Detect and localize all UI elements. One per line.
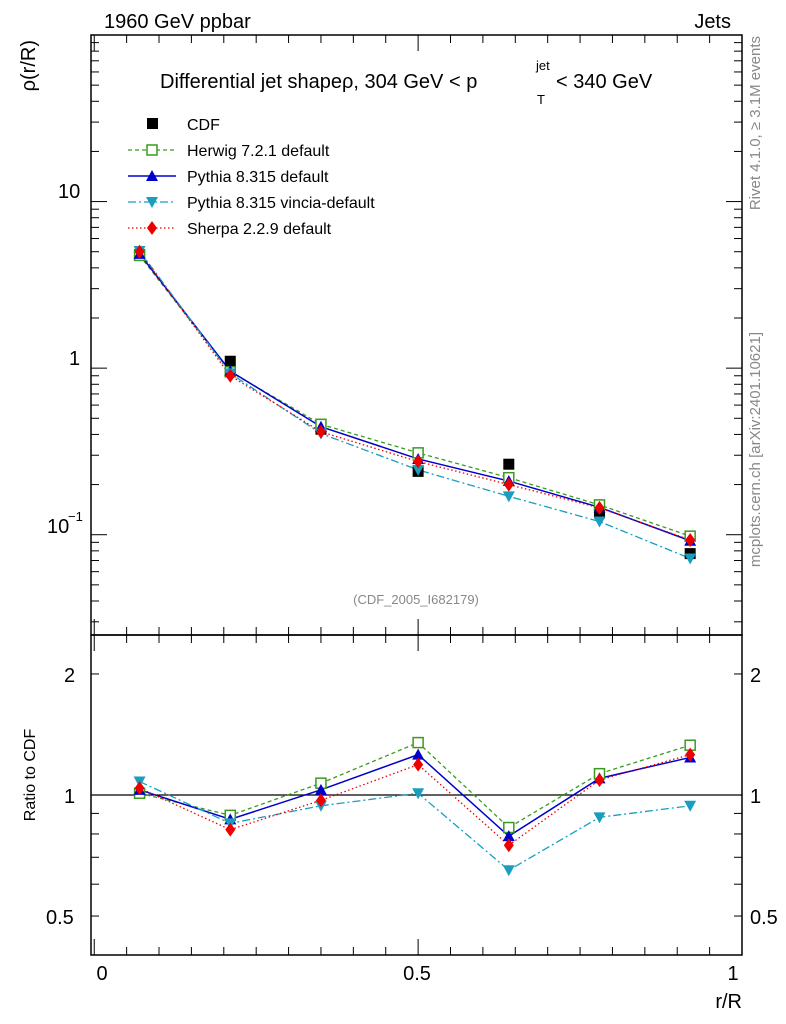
legend-label-pythia: Pythia 8.315 default [187,169,329,186]
legend-label-cdf: CDF [187,117,220,134]
ytick-label-0.1-exponent: −1 [68,509,83,524]
ytick-label-0.1-base: 10 [47,516,69,538]
data-point-sherpa [503,477,514,492]
xtick-label-0: 0 [96,963,107,985]
data-point-vincia [412,788,425,800]
legend-marker-herwig [146,144,158,156]
series-line-pythia [138,253,691,542]
data-point-sherpa [315,424,326,439]
data-point-vincia [412,464,425,476]
data-point-vincia [593,812,606,824]
main-y-axis-label: ρ(r/R) [18,40,40,91]
data-point-sherpa [225,368,236,383]
data-point-vincia [593,516,606,528]
data-point-pythia [502,830,515,842]
ratio-y-axis-label: Ratio to CDF [22,729,39,822]
x-axis-label: r/R [715,991,742,1013]
main-axis-ticks [91,34,743,635]
data-point-sherpa [503,838,514,853]
legend: CDF Herwig 7.2.1 default Pythia 8.315 de… [128,117,375,238]
data-point-herwig [412,736,424,749]
ytick-label-10: 10 [58,181,80,203]
ratio-ytick-label-right-2: 2 [750,665,761,687]
ratio-ytick-label-0.5: 0.5 [46,907,74,929]
xtick-label-1: 1 [727,963,738,985]
plot-title: Differential jet shapeρ, 304 GeV < p [160,71,477,93]
data-point-vincia [684,800,697,812]
data-point-cdf [503,458,515,470]
data-point-cdf [224,355,236,367]
plot-title-subscript: T [537,92,545,107]
plot-title-suffix: < 340 GeV [556,71,653,93]
legend-label-herwig: Herwig 7.2.1 default [187,143,330,160]
data-point-sherpa [594,772,605,787]
data-point-pythia [314,783,327,795]
data-point-sherpa [685,747,696,762]
ratio-series-markers [133,736,697,877]
data-point-sherpa [134,781,145,796]
xtick-label-0.5: 0.5 [403,963,431,985]
data-point-sherpa [225,822,236,837]
main-series-markers [133,244,697,565]
header-energy-label: 1960 GeV ppbar [104,11,251,33]
legend-marker-pythia [146,170,158,181]
main-series-lines [138,250,691,560]
ytick-label-1: 1 [69,348,80,370]
series-line-vincia [139,250,691,560]
data-point-pythia [412,748,425,760]
data-point-sherpa [134,244,145,259]
mcplots-reference-label: mcplots.cern.ch [arXiv:2401.10621] [747,332,764,567]
data-point-sherpa [594,500,605,515]
data-point-vincia [502,865,515,877]
legend-marker-cdf [147,118,158,129]
legend-marker-sherpa [147,221,157,235]
rivet-version-label: Rivet 4.1.0, ≥ 3.1M events [747,36,764,210]
series-line-sherpa [139,251,691,541]
series-line-sherpa [139,754,691,847]
data-point-vincia [502,491,515,503]
ratio-series-lines [139,741,691,872]
legend-marker-vincia [146,197,158,208]
ratio-ytick-label-right-0.5: 0.5 [750,907,778,929]
data-point-sherpa [685,532,696,547]
data-point-sherpa [413,454,424,469]
legend-label-vincia: Pythia 8.315 vincia-default [187,195,375,212]
ratio-ytick-label-right-1: 1 [750,786,761,808]
plot-title-prefix: Differential jet shapeρ, 304 GeV < p [160,71,477,93]
ratio-ytick-label-2: 2 [64,665,75,687]
plot-title-superscript: jet [535,58,550,73]
series-line-herwig [139,255,691,537]
data-point-sherpa [413,757,424,772]
data-point-vincia [684,553,697,565]
header-category-label: Jets [694,11,731,33]
ratio-ytick-label-1: 1 [64,786,75,808]
analysis-id-watermark: (CDF_2005_I682179) [353,592,479,607]
data-point-sherpa [315,793,326,808]
legend-label-sherpa: Sherpa 2.2.9 default [187,221,332,238]
